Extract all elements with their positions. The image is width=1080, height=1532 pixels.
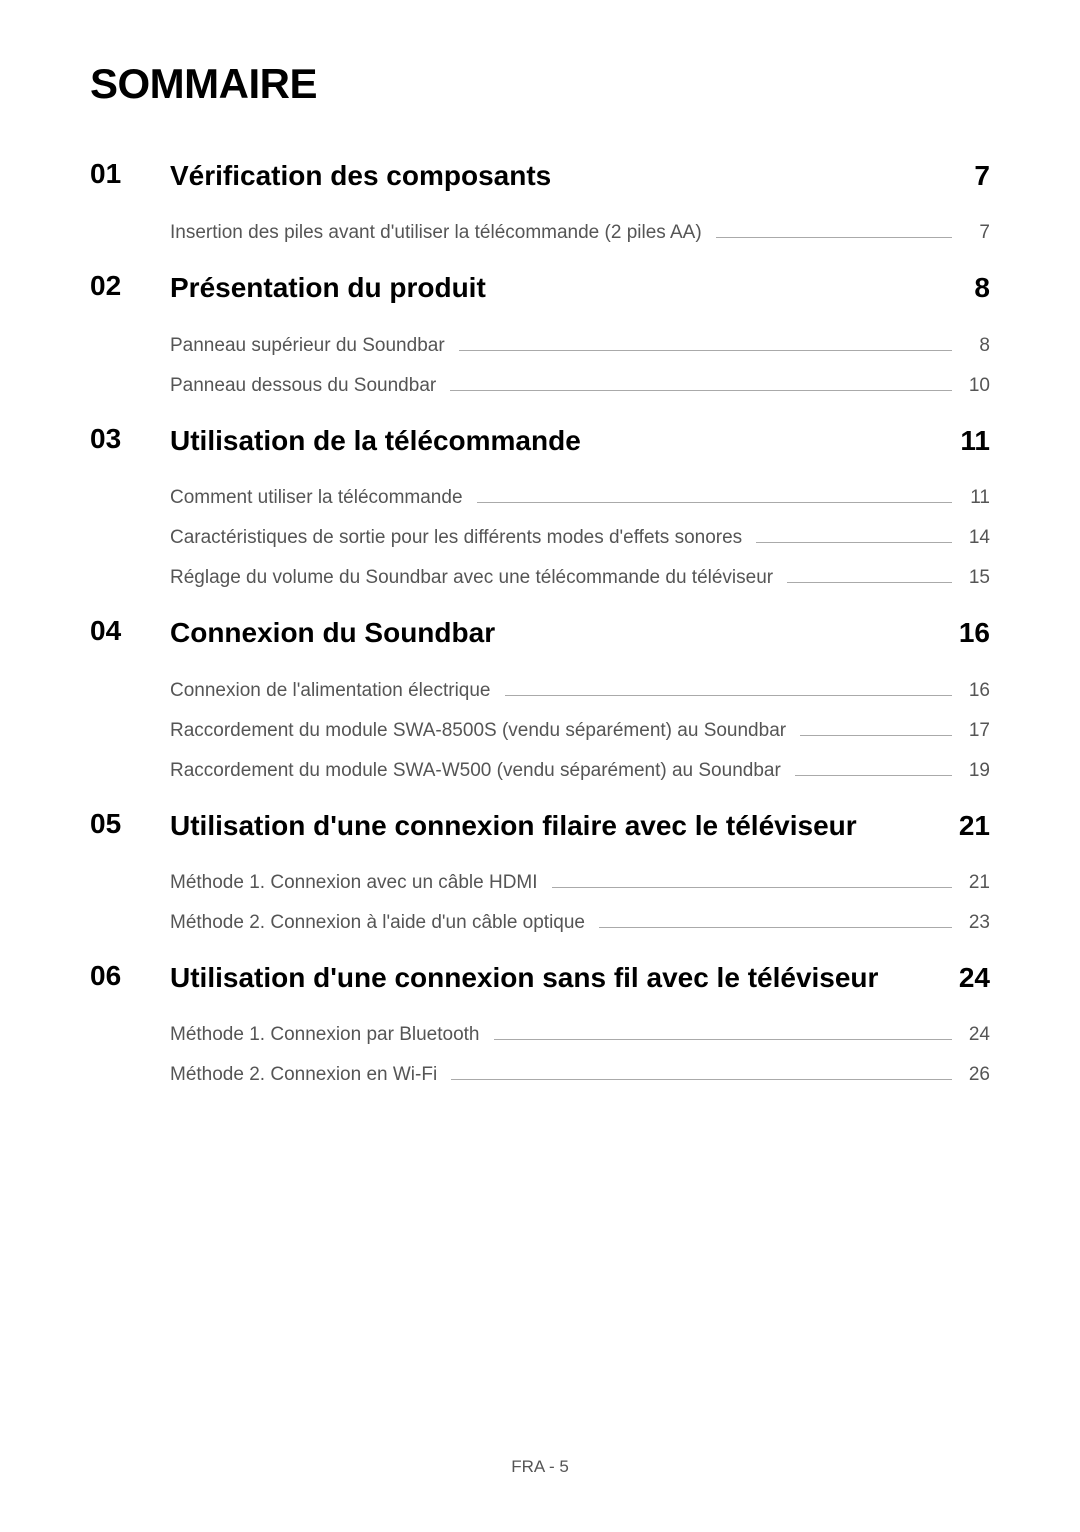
- section-number: 03: [90, 423, 170, 607]
- section-content: Vérification des composants 7 Insertion de…: [170, 158, 990, 262]
- leader-line: [494, 1039, 953, 1040]
- toc-sub-item: Insertion des piles avant d'utiliser la …: [170, 222, 990, 244]
- sub-item-label: Panneau supérieur du Soundbar: [170, 335, 445, 357]
- sub-item-page: 8: [966, 335, 990, 357]
- page-footer: FRA - 5: [0, 1457, 1080, 1477]
- section-header: Utilisation d'une connexion filaire avec…: [170, 808, 990, 844]
- toc-section: 02Présentation du produit8Panneau supéri…: [90, 270, 990, 414]
- sub-item-label: Insertion des piles avant d'utiliser la …: [170, 222, 702, 244]
- section-number: 05: [90, 808, 170, 952]
- sub-item-label: Raccordement du module SWA-8500S (vendu …: [170, 720, 786, 742]
- sub-item-page: 21: [966, 872, 990, 894]
- sub-item-label: Connexion de l'alimentation électrique: [170, 680, 491, 702]
- sub-item-page: 26: [966, 1064, 990, 1086]
- section-number: 01: [90, 158, 170, 262]
- sub-item-label: Panneau dessous du Soundbar: [170, 375, 436, 397]
- sub-item-label: Caractéristiques de sortie pour les diff…: [170, 527, 742, 549]
- toc-sub-item: Raccordement du module SWA-8500S (vendu …: [170, 720, 990, 742]
- sub-item-page: 11: [966, 487, 990, 509]
- toc-sub-item: Réglage du volume du Soundbar avec une t…: [170, 567, 990, 589]
- leader-line: [477, 502, 952, 503]
- section-page: 8: [974, 272, 990, 304]
- toc-sub-item: Panneau supérieur du Soundbar 8: [170, 335, 990, 357]
- section-page: 21: [959, 810, 990, 842]
- leader-line: [451, 1079, 952, 1080]
- section-header: Présentation du produit 8: [170, 270, 990, 306]
- leader-line: [450, 390, 952, 391]
- section-content: Utilisation de la télécommande11Comment …: [170, 423, 990, 607]
- sub-item-page: 19: [966, 760, 990, 782]
- page-title: SOMMAIRE: [90, 60, 990, 108]
- section-content: Présentation du produit8Panneau supérieu…: [170, 270, 990, 414]
- toc-section: 03Utilisation de la télécommande11Commen…: [90, 423, 990, 607]
- section-page: 16: [959, 617, 990, 649]
- toc-sub-item: Connexion de l'alimentation électrique 16: [170, 680, 990, 702]
- sub-item-page: 15: [966, 567, 990, 589]
- sub-item-page: 14: [966, 527, 990, 549]
- toc-container: 01Vérification des composants 7 Insertion …: [90, 158, 990, 1104]
- sub-item-label: Réglage du volume du Soundbar avec une t…: [170, 567, 773, 589]
- section-content: Utilisation d'une connexion filaire avec…: [170, 808, 990, 952]
- section-page: 24: [959, 962, 990, 994]
- section-title: Utilisation d'une connexion sans fil ave…: [170, 960, 878, 996]
- toc-section: 06Utilisation d'une connexion sans fil a…: [90, 960, 990, 1104]
- toc-section: 04Connexion du Soundbar16Connexion de l'…: [90, 615, 990, 799]
- section-number: 02: [90, 270, 170, 414]
- section-header: Vérification des composants 7: [170, 158, 990, 194]
- toc-sub-item: Méthode 2. Connexion à l'aide d'un câble…: [170, 912, 990, 934]
- toc-sub-item: Raccordement du module SWA-W500 (vendu s…: [170, 760, 990, 782]
- leader-line: [599, 927, 952, 928]
- toc-sub-item: Méthode 2. Connexion en Wi-Fi 26: [170, 1064, 990, 1086]
- leader-line: [795, 775, 952, 776]
- leader-line: [716, 237, 952, 238]
- toc-sub-item: Méthode 1. Connexion avec un câble HDMI 2…: [170, 872, 990, 894]
- toc-sub-item: Panneau dessous du Soundbar 10: [170, 375, 990, 397]
- section-header: Connexion du Soundbar 16: [170, 615, 990, 651]
- section-title: Utilisation d'une connexion filaire avec…: [170, 808, 857, 844]
- section-title: Présentation du produit: [170, 270, 486, 306]
- section-content: Connexion du Soundbar16Connexion de l'al…: [170, 615, 990, 799]
- sub-item-label: Méthode 2. Connexion en Wi-Fi: [170, 1064, 437, 1086]
- toc-sub-item: Comment utiliser la télécommande 11: [170, 487, 990, 509]
- section-number: 06: [90, 960, 170, 1104]
- section-title: Vérification des composants: [170, 158, 551, 194]
- sub-item-page: 16: [966, 680, 990, 702]
- sub-item-page: 10: [966, 375, 990, 397]
- section-content: Utilisation d'une connexion sans fil ave…: [170, 960, 990, 1104]
- sub-item-label: Méthode 1. Connexion par Bluetooth: [170, 1024, 480, 1046]
- leader-line: [505, 695, 953, 696]
- sub-item-label: Méthode 1. Connexion avec un câble HDMI: [170, 872, 538, 894]
- toc-section: 01Vérification des composants 7 Insertion …: [90, 158, 990, 262]
- section-page: 7: [974, 160, 990, 192]
- section-page: 11: [960, 425, 990, 457]
- toc-section: 05Utilisation d'une connexion filaire av…: [90, 808, 990, 952]
- sub-item-page: 7: [966, 222, 990, 244]
- section-number: 04: [90, 615, 170, 799]
- leader-line: [552, 887, 952, 888]
- leader-line: [800, 735, 952, 736]
- section-title: Connexion du Soundbar: [170, 615, 495, 651]
- sub-item-label: Comment utiliser la télécommande: [170, 487, 463, 509]
- sub-item-label: Raccordement du module SWA-W500 (vendu s…: [170, 760, 781, 782]
- sub-item-label: Méthode 2. Connexion à l'aide d'un câble…: [170, 912, 585, 934]
- section-header: Utilisation d'une connexion sans fil ave…: [170, 960, 990, 996]
- leader-line: [756, 542, 952, 543]
- section-header: Utilisation de la télécommande 11: [170, 423, 990, 459]
- toc-sub-item: Méthode 1. Connexion par Bluetooth 24: [170, 1024, 990, 1046]
- sub-item-page: 23: [966, 912, 990, 934]
- section-title: Utilisation de la télécommande: [170, 423, 581, 459]
- sub-item-page: 17: [966, 720, 990, 742]
- toc-sub-item: Caractéristiques de sortie pour les diff…: [170, 527, 990, 549]
- leader-line: [787, 582, 952, 583]
- leader-line: [459, 350, 952, 351]
- sub-item-page: 24: [966, 1024, 990, 1046]
